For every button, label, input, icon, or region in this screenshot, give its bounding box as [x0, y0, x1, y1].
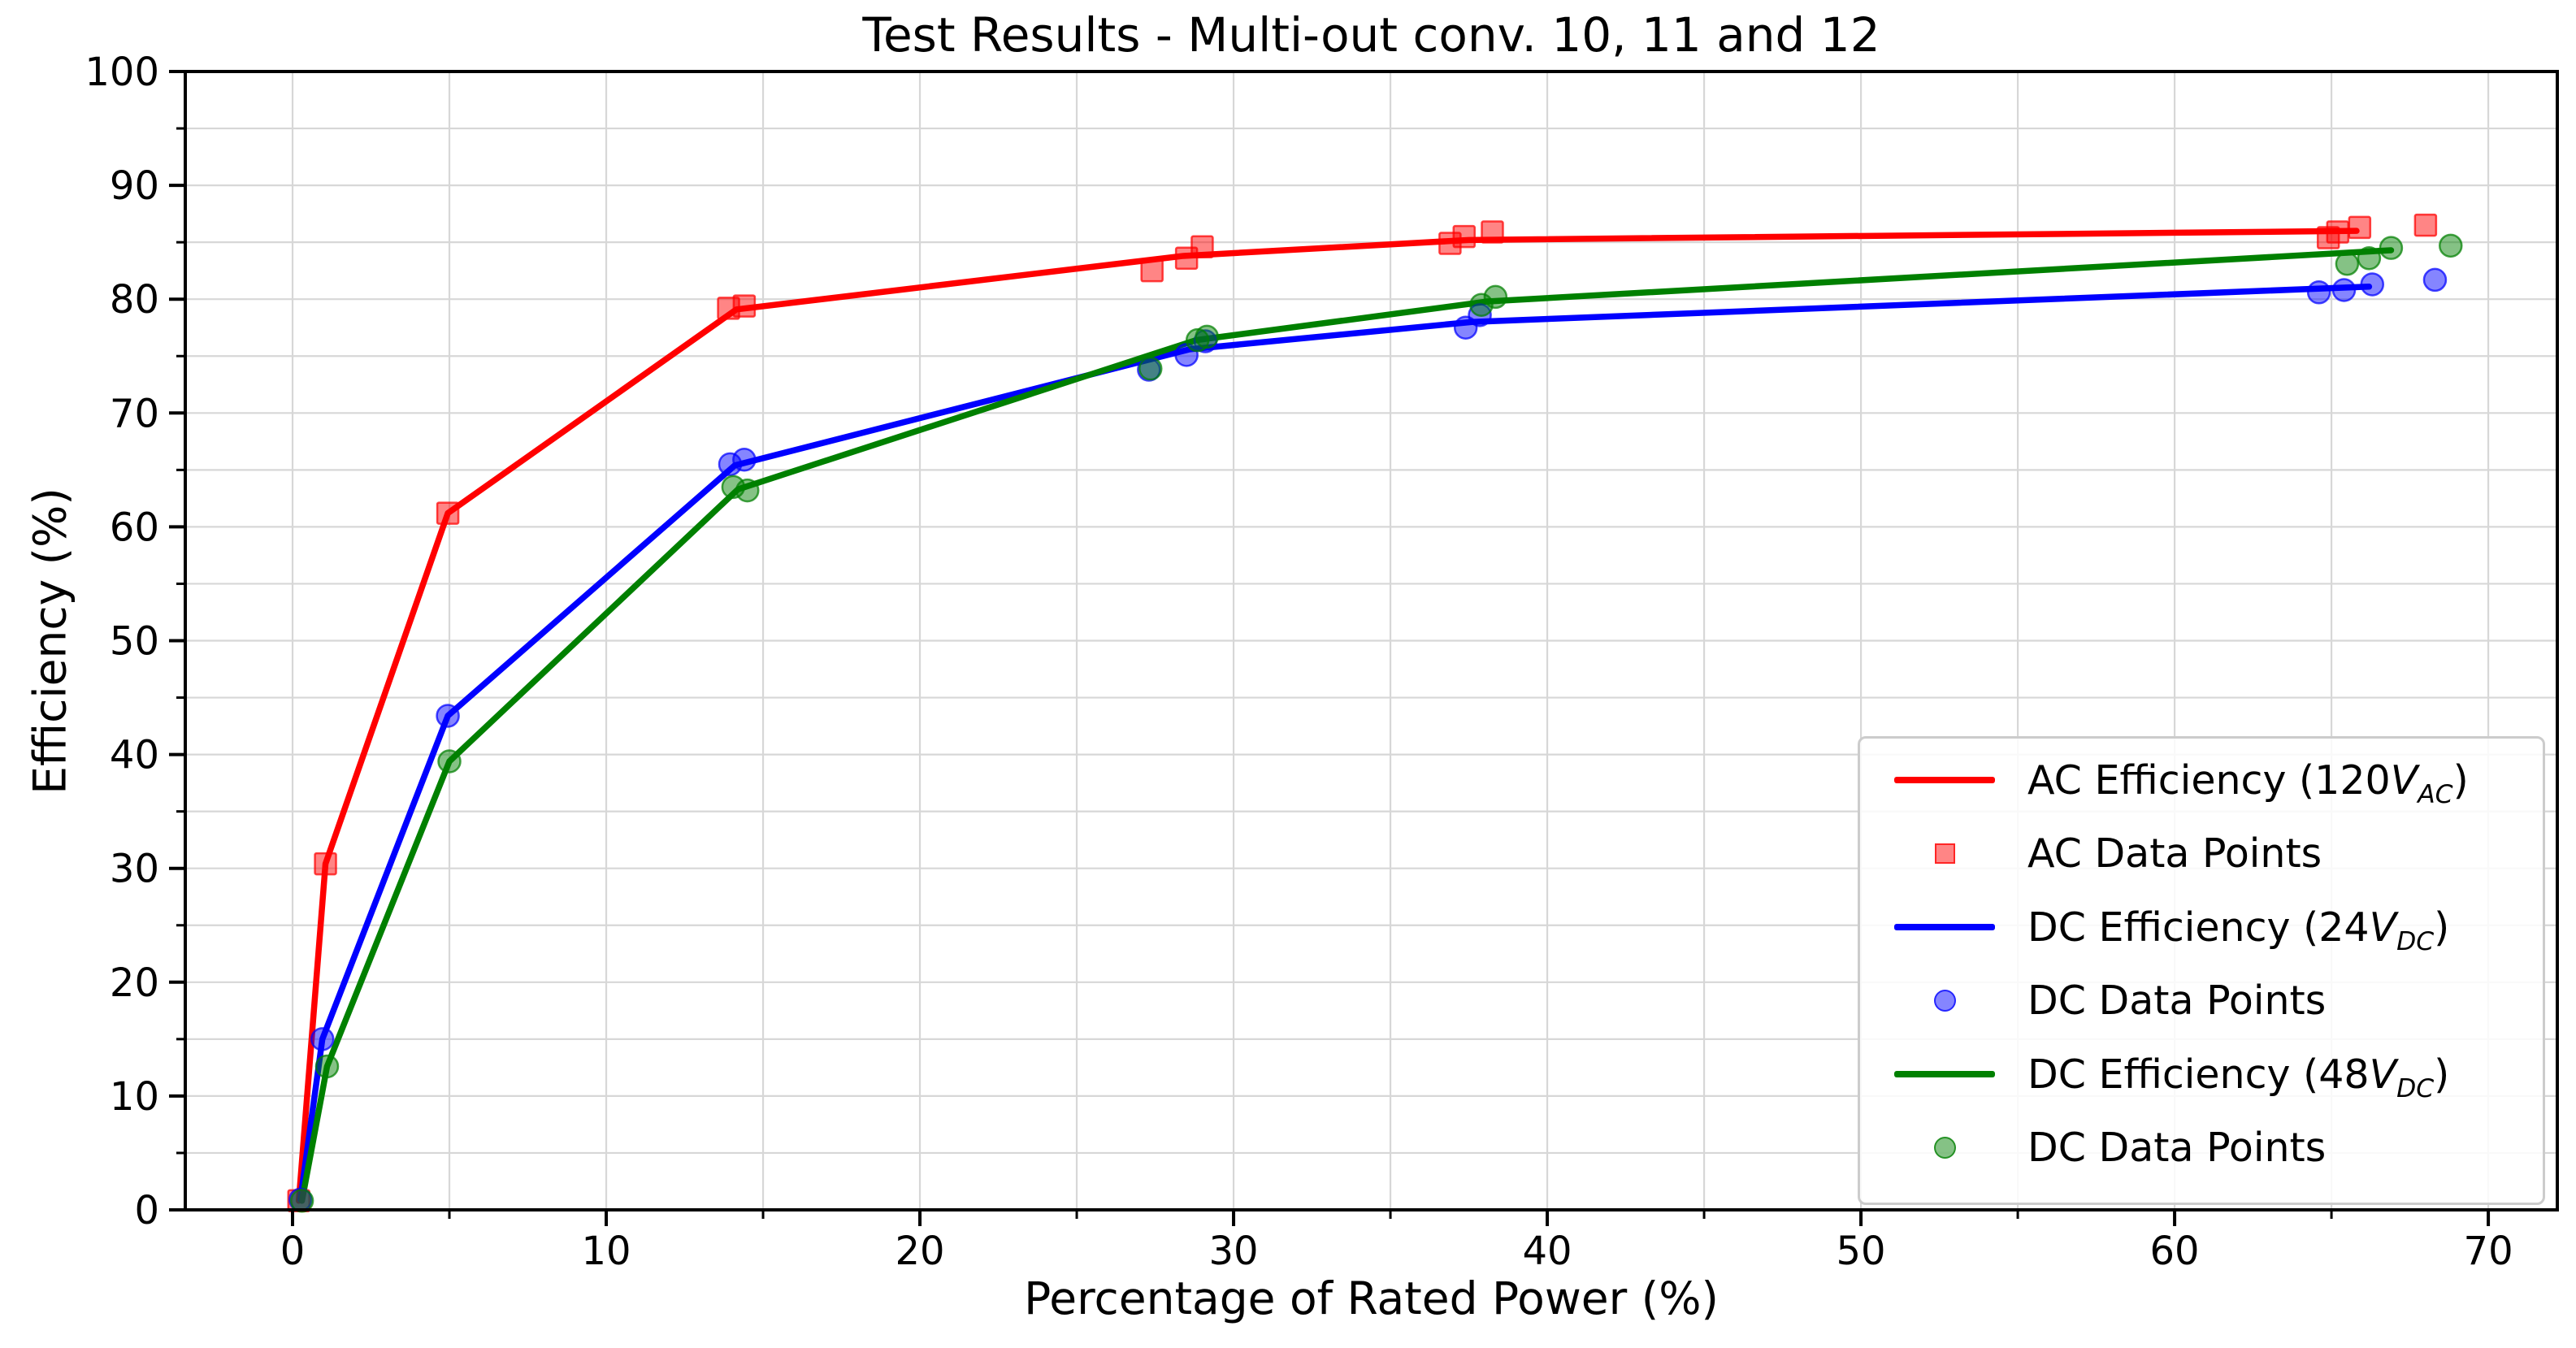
data-point-circle — [1483, 284, 1508, 310]
x-tick-label: 50 — [1837, 1229, 1886, 1274]
y-tick-label: 60 — [110, 505, 159, 550]
square-swatch — [1934, 843, 1955, 865]
chart-title: Test Results - Multi-out conv. 10, 11 an… — [862, 7, 1880, 63]
x-tick-label: 0 — [280, 1229, 306, 1274]
legend-item-2: DC Efficiency (24VDC) — [1871, 891, 2543, 964]
legend-marker-sample — [1871, 990, 2018, 1012]
y-tick-label: 40 — [110, 733, 159, 778]
data-point-circle — [2306, 280, 2331, 305]
data-point-circle — [2439, 233, 2463, 258]
y-tick-label: 100 — [85, 50, 159, 95]
y-axis-label: Efficiency (%) — [24, 488, 76, 795]
data-point-circle — [2422, 267, 2448, 293]
legend-line-sample — [1871, 1071, 2018, 1078]
x-tick-label: 70 — [2464, 1229, 2513, 1274]
y-tick-label: 70 — [110, 391, 159, 436]
data-point-circle — [2335, 252, 2360, 276]
y-tick-label: 90 — [110, 163, 159, 209]
data-point-circle — [718, 452, 743, 477]
data-point-square — [314, 852, 337, 876]
line-swatch — [1894, 777, 1995, 784]
data-point-circle — [732, 447, 757, 472]
axes-ticks: 0 10 20 30 40 50 60 70 0 10 20 30 40 50 60 70 80 90 100 — [85, 50, 2513, 1274]
data-point-square — [1481, 220, 1504, 244]
data-point-circle — [721, 475, 746, 500]
line-swatch — [1894, 1071, 1995, 1078]
legend-line-sample — [1871, 924, 2018, 931]
legend-label: DC Efficiency (24VDC) — [2027, 904, 2450, 956]
x-tick-label: 40 — [1523, 1229, 1572, 1274]
legend-marker-sample — [1871, 843, 2018, 865]
legend-label: DC Data Points — [2027, 977, 2327, 1025]
line-swatch — [1894, 924, 1995, 931]
legend-label: AC Data Points — [2027, 830, 2322, 878]
data-point-square — [1452, 224, 1477, 249]
data-point-circle — [436, 704, 460, 728]
data-point-circle — [2331, 278, 2357, 302]
series-line — [295, 228, 2360, 1204]
legend-item-4: DC Efficiency (48VDC) — [1871, 1038, 2543, 1112]
y-tick-label: 20 — [110, 960, 159, 1006]
legend-item-5: DC Data Points — [1871, 1112, 2543, 1185]
x-tick-label: 60 — [2150, 1229, 2200, 1274]
data-point-square — [732, 294, 757, 318]
legend: AC Efficiency (120VAC) AC Data Points DC E… — [1858, 736, 2545, 1205]
circle-swatch — [1933, 1137, 1956, 1159]
data-point-circle — [1137, 358, 1161, 382]
data-point-circle — [2357, 246, 2382, 271]
circle-swatch — [1933, 990, 1956, 1012]
y-tick-label: 0 — [134, 1188, 159, 1233]
data-point-circle — [314, 1054, 340, 1079]
data-point-circle — [1138, 356, 1163, 381]
x-tick-label: 10 — [581, 1229, 631, 1274]
data-point-circle — [1469, 293, 1494, 317]
data-point-square — [2348, 215, 2372, 240]
legend-item-1: AC Data Points — [1871, 817, 2543, 891]
legend-marker-sample — [1871, 1137, 2018, 1159]
x-tick-label: 20 — [895, 1229, 944, 1274]
legend-label: AC Efficiency (120VAC) — [2027, 756, 2469, 809]
data-point-square — [1140, 258, 1164, 283]
legend-label: DC Data Points — [2027, 1125, 2327, 1172]
data-point-circle — [437, 749, 462, 774]
legend-label: DC Efficiency (48VDC) — [2027, 1051, 2450, 1103]
y-tick-label: 30 — [110, 847, 159, 892]
data-point-square — [2413, 213, 2438, 237]
data-point-square — [436, 501, 460, 525]
data-point-square — [1190, 235, 1214, 259]
legend-item-0: AC Efficiency (120VAC) — [1871, 743, 2543, 817]
data-point-circle — [735, 478, 760, 503]
data-point-circle — [2360, 272, 2385, 297]
series-scatter — [288, 267, 2448, 1212]
data-point-circle — [2379, 236, 2404, 260]
y-tick-label: 80 — [110, 277, 159, 323]
series-scatter — [287, 213, 2438, 1213]
x-axis-label: Percentage of Rated Power (%) — [1024, 1272, 1719, 1324]
legend-item-3: DC Data Points — [1871, 964, 2543, 1038]
data-point-circle — [310, 1027, 335, 1051]
data-point-circle — [1195, 324, 1219, 349]
x-tick-label: 30 — [1209, 1229, 1259, 1274]
series-line — [298, 247, 2395, 1204]
y-tick-label: 50 — [110, 619, 159, 665]
y-tick-label: 10 — [110, 1074, 159, 1120]
data-point-square — [2326, 220, 2350, 244]
data-point-square — [1438, 232, 1462, 255]
data-point-circle — [289, 1189, 314, 1213]
series-scatter — [289, 233, 2463, 1213]
legend-line-sample — [1871, 777, 2018, 784]
